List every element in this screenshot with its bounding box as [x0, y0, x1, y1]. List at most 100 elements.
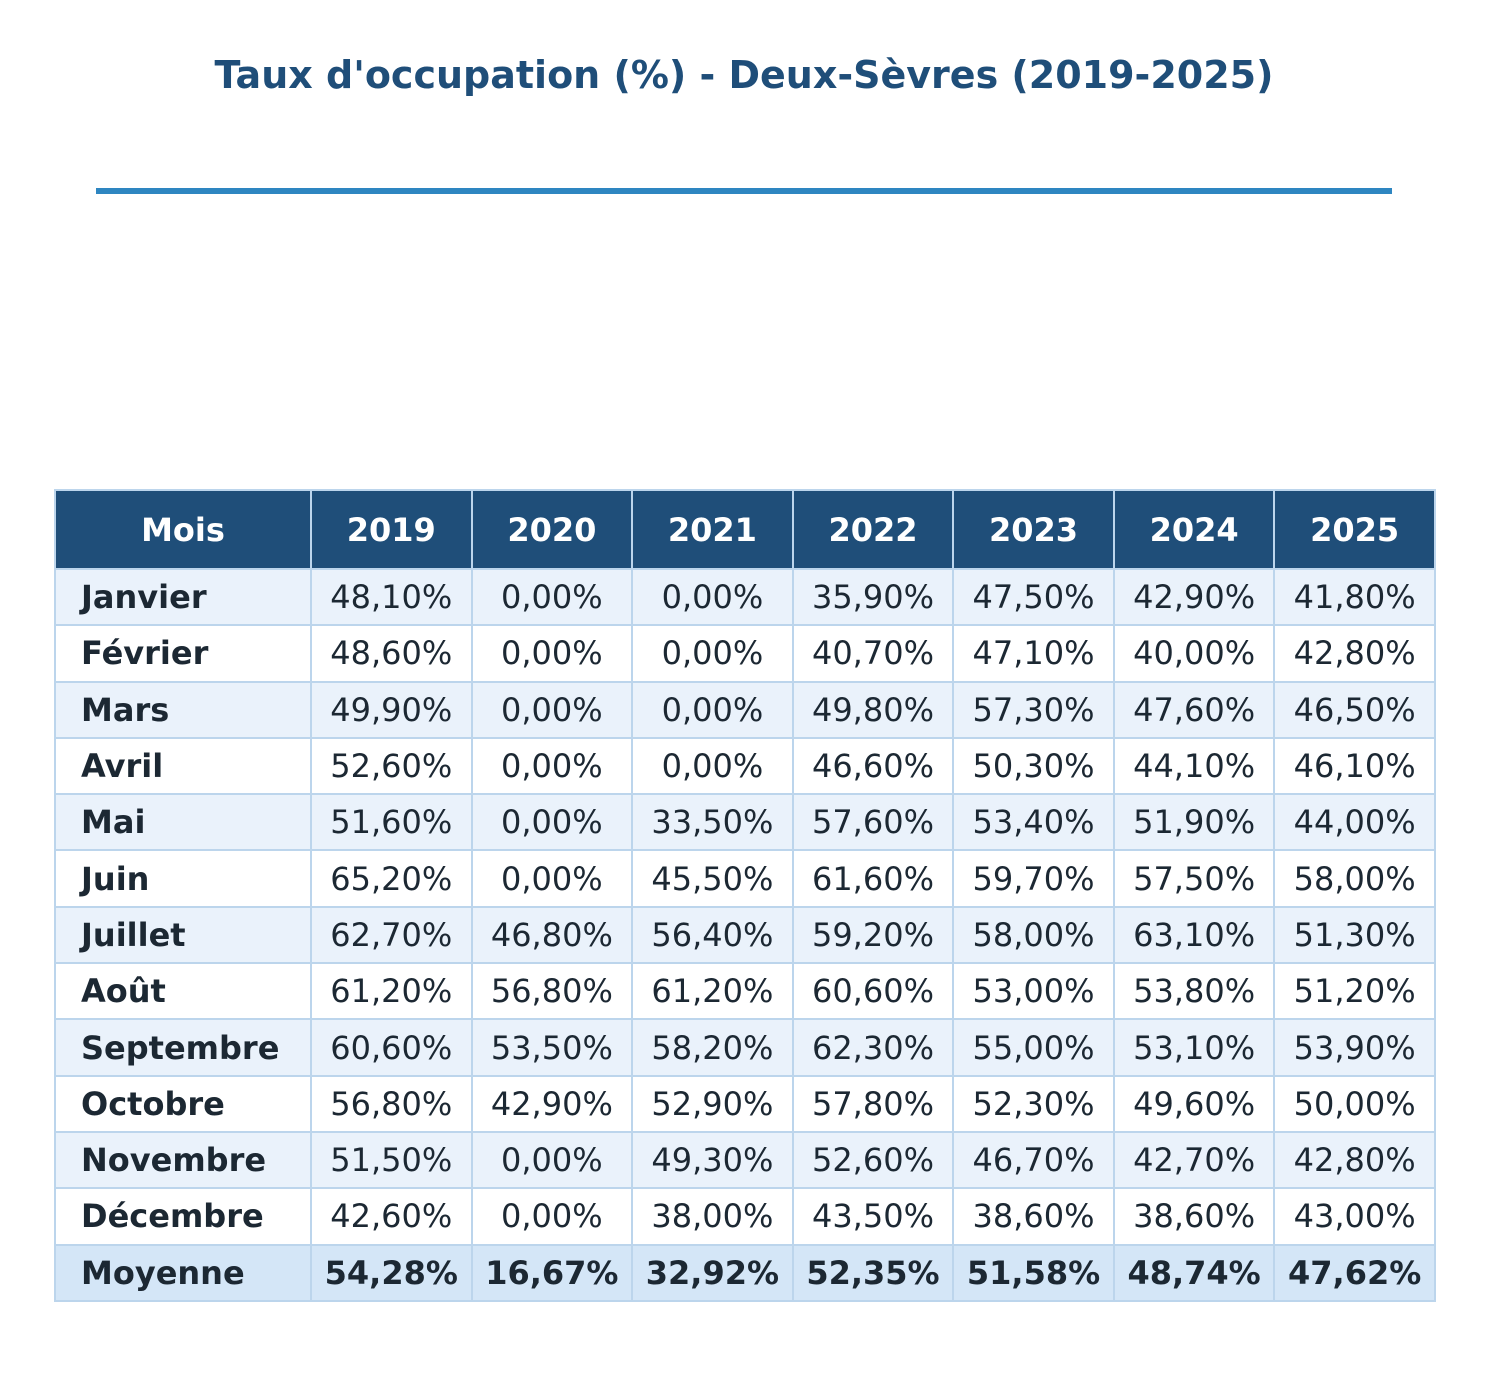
- table-row: Mai 51,60% 0,00% 33,50% 57,60% 53,40% 51,90% 44…: [54, 793, 1436, 852]
- occupancy-value: 38,60%: [952, 1187, 1115, 1246]
- month-label: Juin: [54, 849, 312, 908]
- occupancy-value: 53,80%: [1112, 962, 1276, 1021]
- month-label: Novembre: [54, 1130, 312, 1190]
- column-header: 2020: [470, 489, 634, 570]
- occupancy-value: 53,90%: [1273, 1018, 1436, 1077]
- occupancy-table: Mois 2019 2020 2021 2022 2023 2024 2025 …: [54, 489, 1436, 1302]
- occupancy-value: 0,00%: [470, 793, 634, 852]
- occupancy-value: 32,92%: [631, 1243, 794, 1302]
- occupancy-value: 42,90%: [1112, 567, 1276, 627]
- occupancy-value: 62,30%: [791, 1018, 955, 1077]
- occupancy-value: 0,00%: [470, 849, 634, 908]
- occupancy-value: 52,60%: [310, 736, 473, 796]
- occupancy-value: 63,10%: [1112, 905, 1276, 965]
- table-row: Avril 52,60% 0,00% 0,00% 46,60% 50,30% 44,10% 4…: [54, 736, 1436, 796]
- column-header: 2023: [952, 489, 1115, 570]
- table-row: Septembre 60,60% 53,50% 58,20% 62,30% 55,00% 5…: [54, 1018, 1436, 1077]
- occupancy-value: 56,40%: [631, 905, 794, 965]
- occupancy-value: 48,74%: [1112, 1243, 1276, 1302]
- occupancy-value: 59,20%: [791, 905, 955, 965]
- month-label: Septembre: [54, 1018, 312, 1077]
- month-label: Février: [54, 624, 312, 683]
- occupancy-value: 49,80%: [791, 680, 955, 739]
- occupancy-value: 46,60%: [791, 736, 955, 796]
- table-row: Mars 49,90% 0,00% 0,00% 49,80% 57,30% 47,60% 46…: [54, 680, 1436, 739]
- average-row: Moyenne 54,28% 16,67% 32,92% 52,35% 51,58% 48,…: [54, 1243, 1436, 1302]
- column-header: 2021: [631, 489, 794, 570]
- occupancy-value: 42,60%: [310, 1187, 473, 1246]
- occupancy-value: 57,60%: [791, 793, 955, 852]
- occupancy-value: 55,00%: [952, 1018, 1115, 1077]
- occupancy-value: 0,00%: [470, 1130, 634, 1190]
- occupancy-value: 60,60%: [791, 962, 955, 1021]
- occupancy-value: 61,60%: [791, 849, 955, 908]
- occupancy-value: 56,80%: [310, 1074, 473, 1133]
- occupancy-value: 0,00%: [470, 1187, 634, 1246]
- occupancy-value: 53,40%: [952, 793, 1115, 852]
- occupancy-value: 52,35%: [791, 1243, 955, 1302]
- occupancy-value: 51,58%: [952, 1243, 1115, 1302]
- column-header: Mois: [54, 489, 312, 570]
- occupancy-value: 0,00%: [470, 567, 634, 627]
- occupancy-value: 40,70%: [791, 624, 955, 683]
- occupancy-value: 59,70%: [952, 849, 1115, 908]
- occupancy-value: 0,00%: [631, 736, 794, 796]
- occupancy-value: 40,00%: [1112, 624, 1276, 683]
- occupancy-value: 47,60%: [1112, 680, 1276, 739]
- occupancy-value: 50,00%: [1273, 1074, 1436, 1133]
- occupancy-value: 44,10%: [1112, 736, 1276, 796]
- occupancy-value: 42,80%: [1273, 1130, 1436, 1190]
- occupancy-value: 60,60%: [310, 1018, 473, 1077]
- occupancy-value: 41,80%: [1273, 567, 1436, 627]
- occupancy-value: 48,10%: [310, 567, 473, 627]
- month-label: Août: [54, 962, 312, 1021]
- occupancy-value: 47,50%: [952, 567, 1115, 627]
- occupancy-value: 52,30%: [952, 1074, 1115, 1133]
- month-label: Moyenne: [54, 1243, 312, 1302]
- occupancy-value: 62,70%: [310, 905, 473, 965]
- table-body: Janvier 48,10% 0,00% 0,00% 35,90% 47,50% 42,90…: [54, 567, 1436, 1302]
- month-label: Juillet: [54, 905, 312, 965]
- column-header: 2019: [310, 489, 473, 570]
- column-header: 2025: [1273, 489, 1436, 570]
- month-label: Janvier: [54, 567, 312, 627]
- table-row: Février 48,60% 0,00% 0,00% 40,70% 47,10% 40,00…: [54, 624, 1436, 683]
- occupancy-value: 65,20%: [310, 849, 473, 908]
- occupancy-value: 48,60%: [310, 624, 473, 683]
- occupancy-value: 52,90%: [631, 1074, 794, 1133]
- table-row: Janvier 48,10% 0,00% 0,00% 35,90% 47,50% 42,90…: [54, 567, 1436, 627]
- occupancy-value: 0,00%: [631, 680, 794, 739]
- occupancy-value: 0,00%: [470, 736, 634, 796]
- table-row: Juin 65,20% 0,00% 45,50% 61,60% 59,70% 57,50% 5…: [54, 849, 1436, 908]
- occupancy-value: 38,60%: [1112, 1187, 1276, 1246]
- occupancy-value: 53,10%: [1112, 1018, 1276, 1077]
- occupancy-value: 46,50%: [1273, 680, 1436, 739]
- occupancy-value: 35,90%: [791, 567, 955, 627]
- column-header: 2024: [1112, 489, 1276, 570]
- occupancy-value: 51,90%: [1112, 793, 1276, 852]
- occupancy-value: 33,50%: [631, 793, 794, 852]
- table-row: Juillet 62,70% 46,80% 56,40% 59,20% 58,00% 63,…: [54, 905, 1436, 965]
- occupancy-value: 0,00%: [470, 680, 634, 739]
- occupancy-value: 57,80%: [791, 1074, 955, 1133]
- month-label: Mars: [54, 680, 312, 739]
- occupancy-value: 52,60%: [791, 1130, 955, 1190]
- occupancy-value: 42,90%: [470, 1074, 634, 1133]
- occupancy-value: 50,30%: [952, 736, 1115, 796]
- occupancy-value: 46,10%: [1273, 736, 1436, 796]
- month-label: Avril: [54, 736, 312, 796]
- occupancy-value: 0,00%: [631, 567, 794, 627]
- occupancy-value: 38,00%: [631, 1187, 794, 1246]
- occupancy-value: 58,00%: [1273, 849, 1436, 908]
- occupancy-value: 51,20%: [1273, 962, 1436, 1021]
- occupancy-value: 42,70%: [1112, 1130, 1276, 1190]
- occupancy-value: 0,00%: [631, 624, 794, 683]
- occupancy-value: 46,70%: [952, 1130, 1115, 1190]
- occupancy-value: 49,30%: [631, 1130, 794, 1190]
- table-header-row: Mois 2019 2020 2021 2022 2023 2024 2025: [54, 489, 1436, 570]
- page-title: Taux d'occupation (%) - Deux-Sèvres (201…: [214, 53, 1274, 97]
- table-row: Novembre 51,50% 0,00% 49,30% 52,60% 46,70% 42,…: [54, 1130, 1436, 1190]
- occupancy-value: 58,00%: [952, 905, 1115, 965]
- occupancy-value: 57,50%: [1112, 849, 1276, 908]
- occupancy-value: 46,80%: [470, 905, 634, 965]
